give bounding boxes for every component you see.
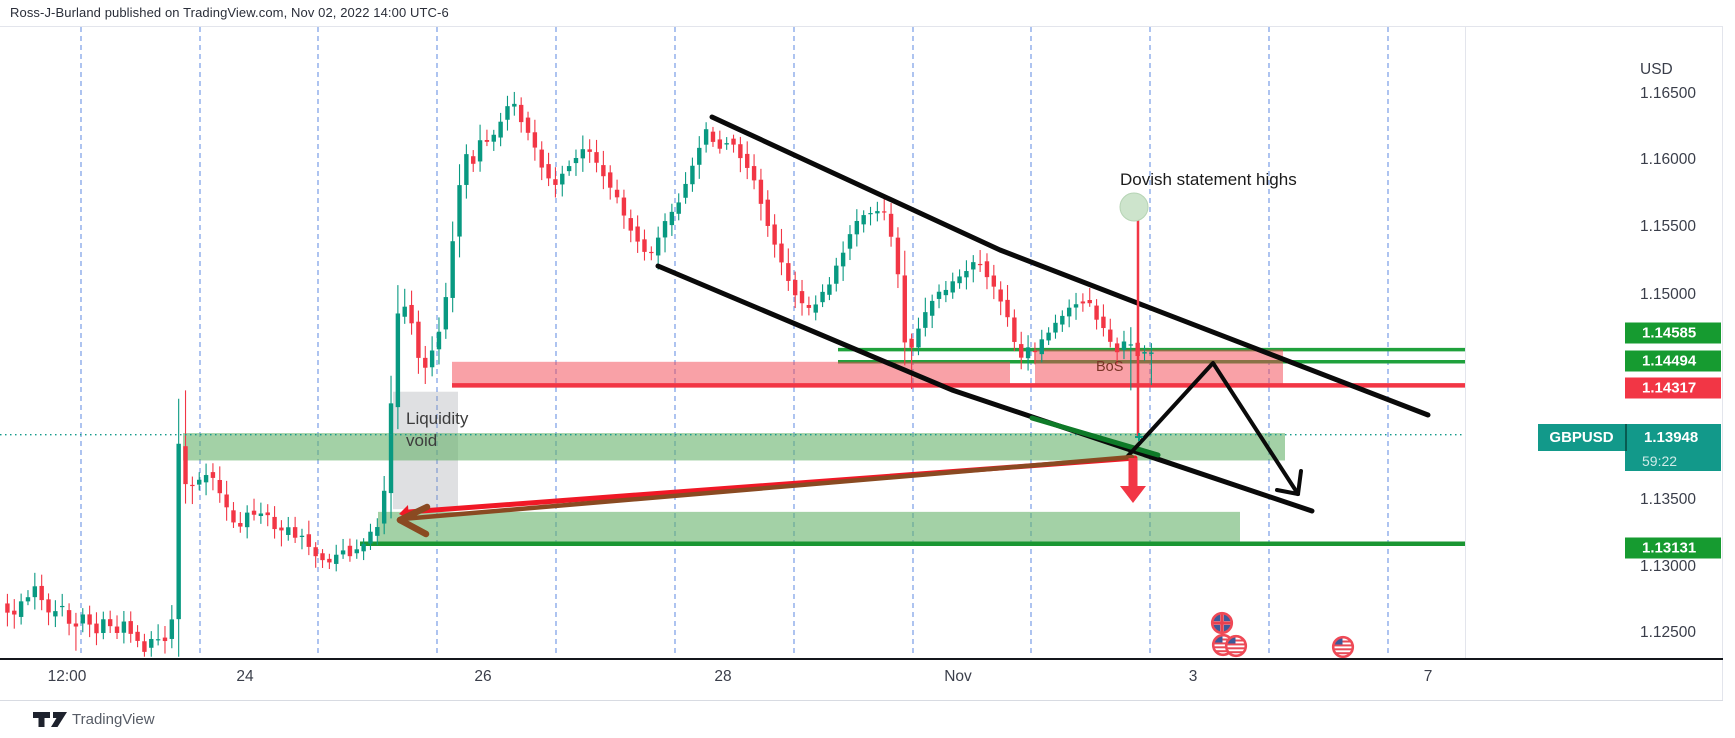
- price-axis-currency: USD: [1640, 61, 1673, 78]
- price-tick: 1.13500: [1640, 491, 1697, 508]
- tradingview-logo-icon: [33, 712, 67, 727]
- bar-countdown: 59:22: [1625, 451, 1721, 471]
- channel-upper-trendline[interactable]: [709, 114, 1431, 418]
- flag-us-icon: [1224, 634, 1248, 658]
- time-axis-border: [0, 658, 1723, 660]
- footer-brand-text: TradingView: [72, 711, 155, 728]
- time-tick: 12:00: [47, 668, 87, 685]
- red-down-arrowhead: [1120, 486, 1146, 503]
- time-tick: 7: [1423, 668, 1433, 685]
- brown-arrowhead: [396, 503, 431, 524]
- right-border: [1722, 27, 1723, 701]
- time-tick: 3: [1188, 668, 1198, 685]
- annotation-dovish-highs: Dovish statement highs: [1120, 170, 1297, 189]
- attribution-text: Ross-J-Burland published on TradingView.…: [10, 5, 449, 20]
- time-tick: 26: [474, 668, 492, 685]
- symbol-price-label: 1.13948: [1625, 424, 1721, 451]
- price-tick: 1.15500: [1640, 218, 1697, 235]
- zigzag-arrowhead: [1296, 469, 1303, 496]
- annotation-liquidity-void: Liquidity void: [406, 408, 468, 452]
- price-level-label: 1.14585: [1625, 322, 1721, 344]
- annotation-liquidity-line2: void: [406, 431, 438, 450]
- flag-us-icon: [1331, 635, 1355, 659]
- price-tick: 1.15000: [1640, 286, 1697, 303]
- supply-zone-left: [452, 361, 1010, 386]
- red-down-arrow[interactable]: [1128, 458, 1138, 488]
- chart-top-border: [0, 26, 1723, 27]
- zigzag-projection-arrow[interactable]: [1125, 361, 1300, 496]
- supply-zone-right: [1035, 349, 1283, 386]
- annotation-bos: BoS: [1096, 359, 1124, 375]
- dovish-highs-marker-circle[interactable]: [1119, 192, 1149, 222]
- price-level-label: 1.14317: [1625, 377, 1721, 399]
- price-tick: 1.13000: [1640, 558, 1697, 575]
- annotation-liquidity-line1: Liquidity: [406, 409, 469, 428]
- price-tick: 1.16500: [1640, 85, 1697, 102]
- price-tick: 1.12500: [1640, 624, 1697, 641]
- price-axis[interactable]: USD 1.16500 1.16000 1.15500 1.15000 1.13500 1…: [1466, 27, 1735, 658]
- time-tick: Nov: [944, 668, 972, 685]
- price-level-label: 1.14494: [1625, 350, 1721, 372]
- price-axis-separator: [1465, 27, 1466, 658]
- footer-separator: [0, 700, 1723, 701]
- channel-lower-trendline[interactable]: [655, 263, 1315, 514]
- price-level-label: 1.13131: [1625, 537, 1721, 559]
- price-tick: 1.16000: [1640, 151, 1697, 168]
- flag-uk-icon: [1210, 611, 1234, 635]
- time-tick: 24: [236, 668, 254, 685]
- brown-arrowhead: [396, 516, 430, 538]
- vertical-gridlines: [80, 27, 1389, 657]
- zigzag-arrowhead: [1275, 488, 1300, 496]
- demand-zone-lower: [378, 511, 1240, 546]
- time-tick: 28: [714, 668, 732, 685]
- brown-projection-line[interactable]: [399, 454, 1135, 522]
- symbol-label: GBPUSD: [1538, 424, 1625, 451]
- time-axis[interactable]: 12:00 24 26 28 Nov 3 7: [0, 660, 1465, 700]
